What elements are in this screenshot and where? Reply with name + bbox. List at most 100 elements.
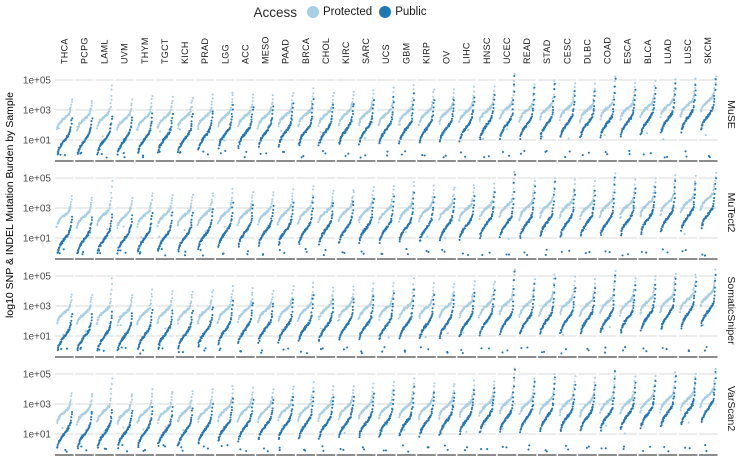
facet-panel (316, 177, 336, 260)
public-points (458, 291, 476, 355)
protected-points (256, 191, 275, 234)
protected-points (358, 89, 375, 140)
public-points (136, 212, 154, 255)
legend-title: Access (253, 4, 297, 20)
facet-panel (698, 268, 718, 358)
public-points (237, 302, 255, 353)
protected-points (699, 268, 717, 326)
column-header-THYM: THYM (140, 37, 150, 64)
facet-panel (236, 177, 255, 260)
facet-panel (376, 275, 396, 358)
public-points (176, 407, 194, 452)
public-points (659, 82, 677, 159)
column-header-LUAD: LUAD (663, 39, 673, 64)
facet-panel (296, 177, 316, 260)
y-tick-label: 1e+05 (23, 272, 52, 283)
public-points (700, 273, 717, 352)
protected-points (75, 196, 93, 229)
protected-points (518, 278, 537, 318)
protected-points (457, 184, 476, 222)
protected-points (579, 180, 596, 231)
facet-panel (578, 177, 597, 260)
facet-panel (376, 177, 396, 260)
public-points (56, 117, 74, 157)
protected-points (539, 79, 556, 138)
public-points (539, 82, 556, 153)
public-points (559, 189, 577, 253)
protected-points (417, 88, 436, 127)
facet-panel (638, 275, 658, 358)
facet-panel (55, 177, 74, 260)
facet-panel (417, 177, 436, 260)
protected-points (578, 82, 597, 124)
public-points (519, 185, 537, 257)
facet-panel (578, 275, 597, 358)
facet-panel (75, 177, 94, 260)
facet-panel (296, 275, 316, 358)
protected-points (115, 98, 134, 141)
public-points (96, 310, 113, 352)
public-points (619, 381, 637, 451)
facet-panel (417, 79, 436, 162)
column-header-MESO: MESO (261, 36, 271, 64)
public-points (277, 396, 295, 452)
protected-points (216, 187, 234, 228)
facet-panel (135, 275, 155, 358)
facet-panel (55, 79, 74, 162)
facet-panel (457, 275, 476, 358)
protected-points (438, 383, 456, 421)
public-points (438, 392, 456, 451)
public-points (96, 115, 114, 159)
public-points (116, 214, 134, 255)
protected-points (257, 289, 275, 324)
protected-swatch-icon (306, 6, 319, 18)
facet-panel (336, 177, 356, 260)
protected-points (679, 77, 697, 118)
facet-panel (397, 373, 416, 456)
facet-panel (698, 171, 718, 260)
facet-panel (497, 268, 517, 358)
public-points (257, 105, 275, 155)
public-points (157, 405, 174, 448)
public-points (56, 313, 74, 352)
facet-panel (517, 275, 537, 358)
protected-points (236, 191, 255, 227)
public-points (237, 204, 254, 256)
public-points (378, 195, 396, 256)
facet-panel (698, 368, 718, 456)
facet-panel (195, 275, 215, 358)
public-points (438, 99, 455, 159)
facet-panel (658, 78, 678, 162)
public-points (358, 392, 376, 451)
facet-panel (437, 79, 456, 162)
column-header-THCA: THCA (59, 38, 69, 64)
facet-panel (638, 79, 658, 162)
public-points (137, 405, 154, 453)
protected-points (477, 280, 496, 319)
public-points (620, 284, 637, 352)
facet-panel (175, 177, 195, 260)
public-points (418, 196, 436, 253)
column-header-STAD: STAD (542, 39, 552, 64)
public-points (156, 112, 175, 154)
public-points (438, 294, 456, 354)
public-points (197, 208, 214, 257)
public-points (177, 309, 195, 354)
public-points (358, 198, 376, 255)
protected-points (699, 171, 718, 212)
facet-panel (678, 273, 698, 358)
protected-points (317, 189, 335, 228)
protected-points (558, 178, 576, 219)
public-points (197, 306, 215, 352)
protected-points (518, 180, 536, 222)
facet-panel (477, 79, 497, 162)
public-points (257, 204, 275, 256)
facet-panel (356, 275, 376, 358)
facet-panel (437, 373, 456, 456)
protected-points (397, 277, 416, 329)
facet-panel (236, 373, 255, 456)
public-points (498, 270, 516, 354)
column-header-UCEC: UCEC (502, 37, 512, 64)
legend-label-public: Public (395, 6, 427, 18)
public-points (237, 398, 255, 453)
